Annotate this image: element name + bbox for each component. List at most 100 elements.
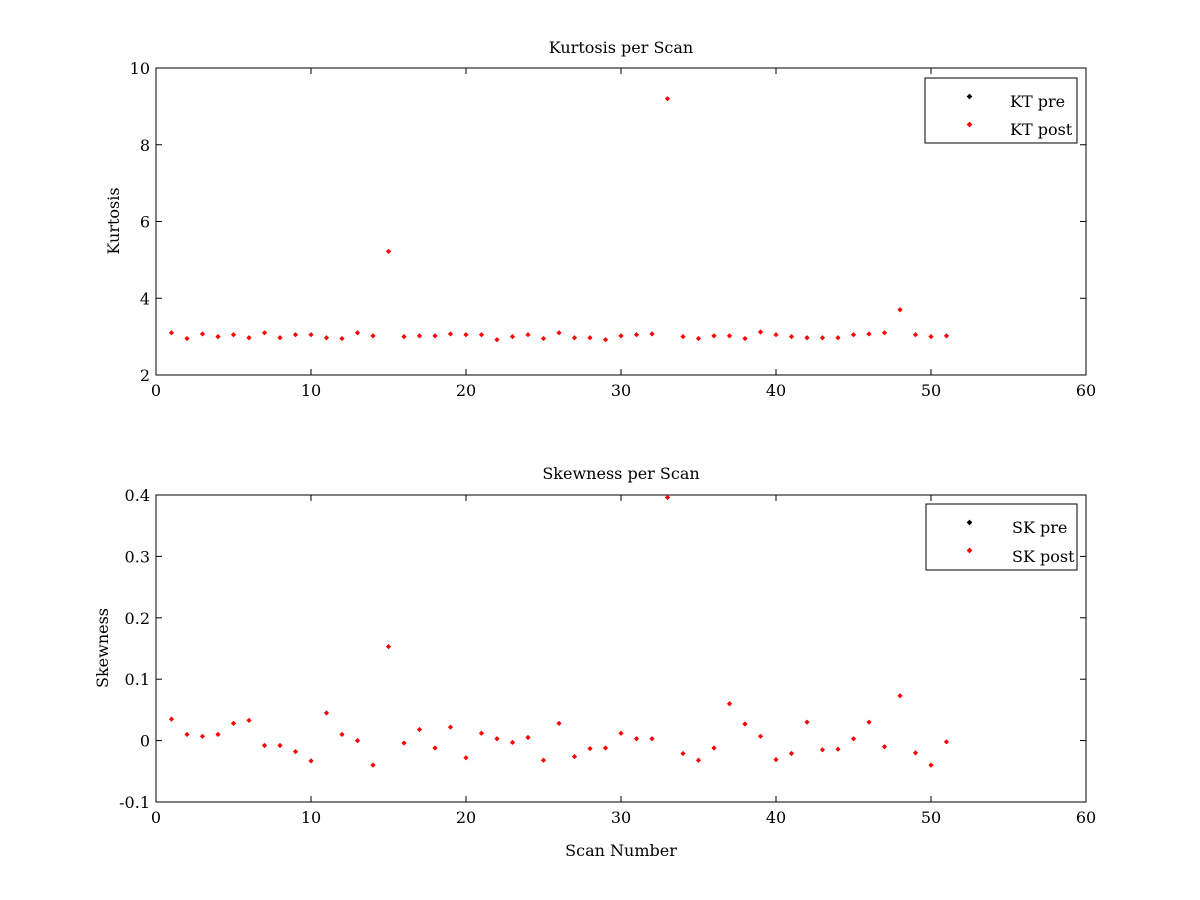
kurtosis-data-point — [292, 332, 299, 338]
kurtosis-data-point — [494, 337, 500, 343]
skewness-legend-marker-pre — [966, 519, 973, 526]
kurtosis-chart-title: Kurtosis per Scan — [549, 38, 693, 57]
kurtosis-y-tick-label: 2 — [140, 366, 150, 385]
skewness-axis-ticks: 0 10 20 30 40 50 60-0.100.10.20.30.4 — [119, 486, 1096, 827]
x-axis-label: Scan Number — [565, 841, 677, 860]
kurtosis-legend: KT pre KT post — [924, 77, 1078, 144]
skewness-data-point — [835, 746, 841, 752]
skewness-data-point — [804, 719, 810, 725]
skewness-data-point — [323, 710, 330, 716]
kurtosis-x-tick-label: 20 — [456, 381, 476, 400]
skewness-data-point — [695, 757, 702, 763]
kurtosis-data-point — [168, 330, 175, 336]
skewness-data-point — [308, 758, 314, 764]
kurtosis-data-point — [230, 332, 237, 338]
kurtosis-data-point — [215, 334, 221, 340]
kurtosis-legend-box — [924, 77, 1078, 144]
kurtosis-data-point — [804, 335, 810, 341]
skewness-data-point — [540, 757, 547, 763]
skewness-data-point — [571, 753, 578, 760]
skewness-data-point — [711, 745, 717, 751]
kurtosis-x-tick-label: 50 — [921, 381, 941, 400]
kurtosis-data-point — [416, 333, 423, 339]
skewness-y-axis-label: Skewness — [93, 608, 112, 688]
skewness-data-point — [587, 745, 593, 752]
skewness-data-point — [246, 717, 252, 723]
skewness-legend-marker-post — [966, 547, 973, 554]
kurtosis-data-point — [866, 331, 872, 337]
skewness-data-point — [850, 736, 857, 742]
skewness-y-tick-label: 0.3 — [125, 547, 150, 566]
skewness-x-tick-label: 0 — [151, 808, 161, 827]
kurtosis-data-point — [277, 335, 283, 341]
skewness-data-point — [525, 734, 531, 741]
kurtosis-x-tick-label: 0 — [151, 381, 161, 400]
kurtosis-data-point — [354, 330, 361, 336]
kurtosis-data-point — [943, 333, 950, 339]
kurtosis-legend-marker-pre — [966, 93, 973, 100]
kurtosis-data-point — [540, 335, 547, 342]
kurtosis-data-point — [587, 335, 593, 341]
kurtosis-data-point — [571, 335, 578, 341]
skewness-data-point — [509, 739, 516, 746]
skewness-data-point — [881, 744, 888, 750]
kurtosis-data-point — [757, 329, 764, 335]
skewness-data-point — [664, 494, 671, 501]
skewness-data-point — [292, 749, 299, 755]
kurtosis-data-point — [308, 332, 314, 338]
kurtosis-data-point — [618, 333, 624, 339]
kurtosis-data-point — [323, 335, 330, 341]
kurtosis-data-point — [897, 307, 903, 313]
skewness-data-point — [943, 739, 950, 745]
skewness-data-point — [897, 693, 903, 699]
skewness-x-tick-label: 50 — [921, 808, 941, 827]
skewness-data-point — [416, 726, 423, 733]
skewness-data-point — [261, 742, 268, 749]
kurtosis-data-point — [633, 332, 640, 338]
kurtosis-data-point — [912, 332, 919, 338]
skewness-legend-box — [925, 503, 1078, 571]
kurtosis-data-point — [525, 332, 531, 338]
skewness-y-tick-label: 0 — [140, 732, 150, 751]
skewness-data-point — [618, 730, 624, 736]
kurtosis-data-point — [432, 333, 438, 339]
skewness-data-point — [757, 733, 764, 739]
skewness-x-tick-label: 30 — [611, 808, 631, 827]
kurtosis-data-point — [385, 248, 392, 255]
kurtosis-y-tick-label: 10 — [130, 59, 150, 78]
skewness-data-point — [447, 724, 454, 730]
skewness-data-point — [339, 731, 345, 738]
skewness-data-point — [385, 644, 392, 650]
kurtosis-data-point — [664, 96, 671, 102]
kurtosis-data-point — [602, 337, 609, 343]
skewness-data-point — [463, 755, 469, 761]
kurtosis-y-tick-label: 4 — [140, 289, 150, 308]
kurtosis-x-tick-label: 10 — [301, 381, 321, 400]
kurtosis-data-point — [370, 333, 376, 339]
skewness-y-tick-label: -0.1 — [119, 793, 150, 812]
kurtosis-data-points — [168, 96, 950, 343]
skewness-chart-title: Skewness per Scan — [542, 464, 699, 483]
skewness-y-tick-label: 0.1 — [125, 670, 150, 689]
kurtosis-data-point — [649, 331, 655, 337]
kurtosis-y-axis-label: Kurtosis — [104, 187, 123, 254]
skewness-data-points — [168, 494, 950, 768]
skewness-data-point — [680, 750, 686, 757]
skewness-data-point — [168, 716, 175, 722]
kurtosis-data-point — [773, 332, 779, 338]
kurtosis-data-point — [788, 334, 795, 340]
skewness-x-tick-label: 20 — [456, 808, 476, 827]
skewness-data-point — [215, 731, 221, 738]
kurtosis-data-point — [463, 332, 469, 338]
skewness-data-point — [432, 745, 438, 751]
skewness-data-point — [184, 731, 190, 738]
skewness-data-point — [819, 747, 826, 753]
kurtosis-data-point — [726, 333, 733, 339]
kurtosis-data-point — [819, 335, 826, 341]
kurtosis-data-point — [556, 330, 562, 336]
kurtosis-data-point — [835, 335, 841, 341]
skewness-x-tick-label: 40 — [766, 808, 786, 827]
skewness-data-point — [912, 750, 919, 756]
skewness-legend: SK pre SK post — [925, 503, 1078, 571]
skewness-data-point — [773, 757, 779, 763]
